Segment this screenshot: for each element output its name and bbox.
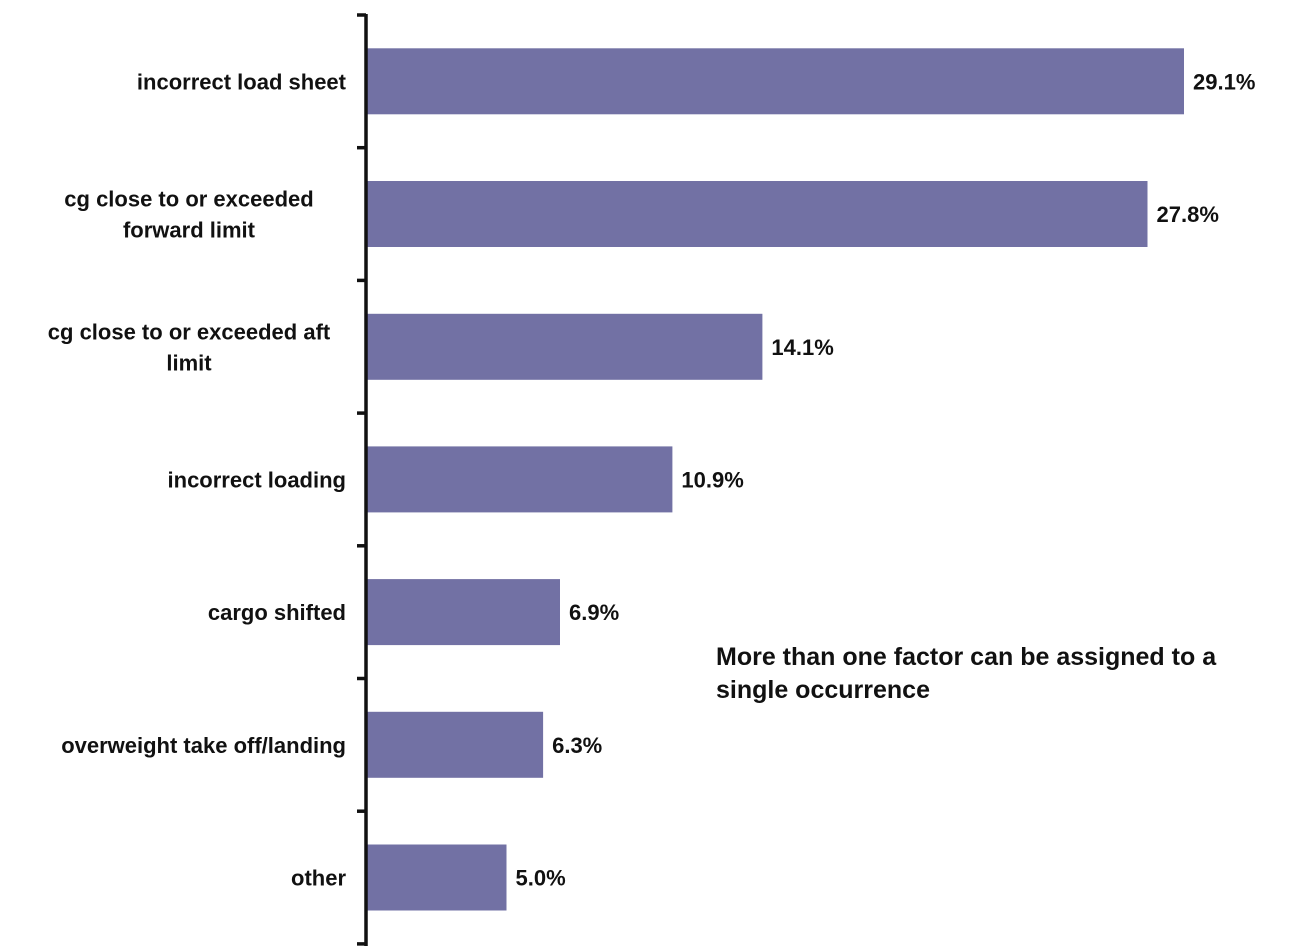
data-label: 6.9%: [569, 600, 619, 625]
bar: [366, 313, 763, 380]
data-label: 6.3%: [552, 733, 602, 758]
bar: [366, 181, 1148, 247]
bar: [366, 48, 1184, 115]
category-label: incorrect load sheet: [137, 69, 347, 94]
data-label: 14.1%: [771, 335, 833, 360]
bar: [366, 446, 673, 513]
category-label: cg close to or exceeded aft: [48, 319, 331, 344]
category-label: forward limit: [123, 218, 256, 243]
bar: [366, 711, 544, 778]
category-label: cargo shifted: [208, 600, 346, 625]
category-label: cg close to or exceeded: [64, 187, 313, 212]
data-label: 5.0%: [516, 866, 566, 891]
category-label: other: [291, 866, 346, 891]
category-label: incorrect loading: [168, 467, 346, 492]
data-label: 10.9%: [681, 467, 743, 492]
bar: [366, 579, 560, 646]
category-label: limit: [166, 350, 212, 375]
data-label: 29.1%: [1193, 69, 1255, 94]
category-label: overweight take off/landing: [61, 733, 346, 758]
data-label: 27.8%: [1157, 202, 1219, 227]
bar: [366, 844, 507, 911]
chart-annotation: More than one factor can be assigned to …: [716, 643, 1217, 704]
